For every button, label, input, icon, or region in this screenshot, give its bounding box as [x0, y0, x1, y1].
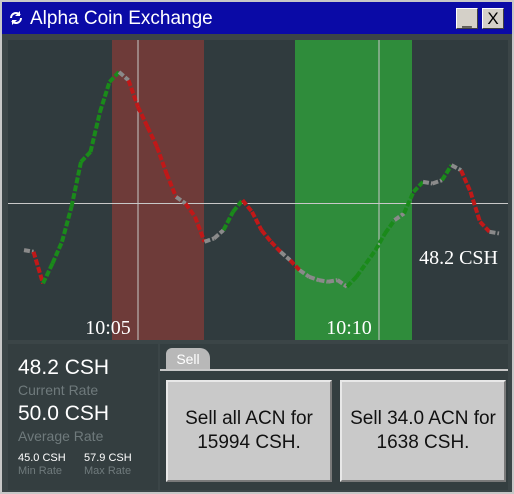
rate-segment: [126, 79, 140, 108]
sell-all-button[interactable]: Sell all ACN for 15994 CSH.: [166, 380, 332, 482]
sell-panel: Sell Sell all ACN for 15994 CSH. Sell 34…: [160, 344, 508, 490]
rate-segment: [279, 250, 292, 262]
rate-segment: [308, 274, 320, 282]
rate-segment: [298, 268, 311, 279]
rate-segment: [478, 220, 491, 234]
rate-segment: [412, 180, 425, 194]
rate-chart: 10:05 10:10 48.2 CSH: [8, 40, 508, 340]
rate-segment: [489, 229, 500, 236]
sell-tab[interactable]: Sell: [166, 348, 210, 370]
rate-segment: [183, 202, 197, 218]
rate-segment: [41, 262, 55, 285]
rate-segment: [88, 111, 102, 153]
rate-segment: [193, 216, 207, 243]
rate-segment: [269, 240, 282, 254]
min-caption: Min Rate: [18, 465, 63, 477]
rate-segment: [345, 275, 358, 289]
rate-segment: [259, 228, 273, 244]
rate-segment: [108, 70, 121, 84]
max-rate: 57.9 CSH: [84, 452, 132, 464]
rate-segment: [98, 81, 112, 113]
rate-segment: [164, 172, 178, 198]
window-title: Alpha Coin Exchange: [30, 8, 213, 29]
rate-segment: [231, 198, 245, 214]
rate-segment: [60, 206, 74, 243]
rate-segment: [468, 191, 482, 223]
rate-segment: [136, 106, 150, 128]
sell-part-button[interactable]: Sell 34.0 ACN for 1638 CSH.: [340, 380, 506, 482]
rate-segment: [174, 195, 187, 206]
rate-segment: [250, 210, 264, 232]
chart-background: [8, 40, 508, 340]
close-button[interactable]: X: [482, 8, 504, 29]
rate-segment: [431, 178, 443, 186]
rate-segment: [50, 240, 64, 265]
rate-segment: [318, 278, 329, 284]
rate-segment: [440, 164, 454, 182]
average-rate: 50.0 CSH: [18, 402, 110, 425]
rate-segment: [373, 232, 387, 252]
rate-segment: [450, 163, 462, 172]
rate-segment: [393, 211, 406, 222]
current-caption: Current Rate: [18, 382, 99, 398]
rate-segment: [327, 278, 338, 284]
rate-segment: [402, 191, 416, 215]
current-rate-label: 48.2 CSH: [419, 247, 498, 269]
max-caption: Max Rate: [84, 465, 132, 477]
rate-segment: [459, 169, 473, 193]
time-label: 10:05: [85, 317, 131, 339]
rate-segment: [383, 218, 397, 235]
stats-panel: 48.2 CSH Current Rate 50.0 CSH Average R…: [8, 344, 158, 490]
time-label: 10:10: [326, 317, 372, 339]
rate-segment: [288, 258, 301, 272]
rate-segment: [23, 248, 34, 254]
rate-segment: [221, 210, 235, 232]
title-bar: Alpha Coin Exchange _ X: [2, 2, 512, 34]
sell-zone: [112, 40, 204, 340]
rate-segment: [155, 146, 169, 175]
min-rate: 45.0 CSH: [18, 452, 66, 464]
average-caption: Average Rate: [18, 428, 104, 444]
rate-segment: [31, 251, 45, 284]
rate-segment: [212, 228, 225, 240]
current-rate: 48.2 CSH: [18, 356, 110, 379]
rate-segment: [422, 179, 433, 186]
rate-segment: [336, 278, 349, 289]
rate-segment: [145, 126, 159, 148]
buy-zone: [295, 40, 412, 340]
rate-segment: [354, 262, 368, 278]
rate-segment: [240, 198, 254, 214]
rate-segment: [117, 70, 130, 82]
minimize-button[interactable]: _: [456, 8, 478, 29]
rate-segment: [79, 150, 92, 164]
tab-line: [160, 369, 508, 371]
rate-segment: [364, 248, 378, 265]
rate-segment: [203, 236, 215, 244]
app-icon: [10, 11, 22, 25]
